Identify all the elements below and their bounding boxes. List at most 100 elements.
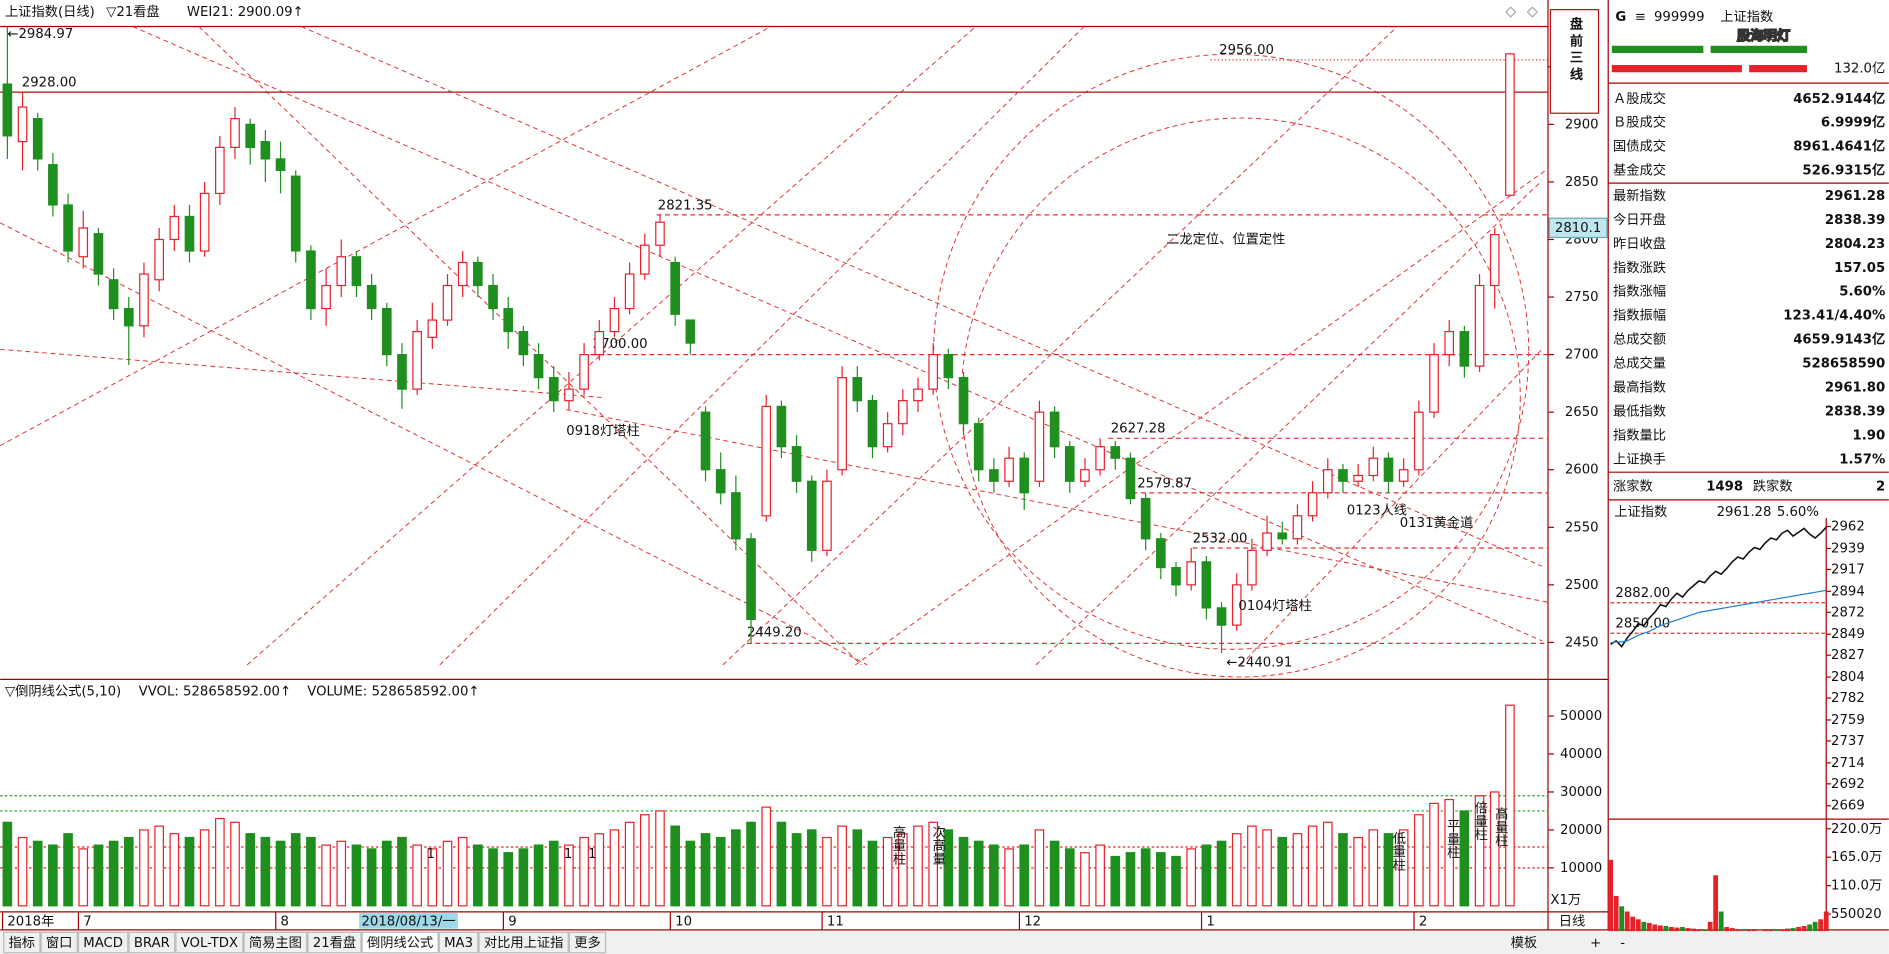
row-value: 526.9315亿 [1802, 162, 1885, 179]
tab-background [40, 931, 78, 954]
row-label: 指数涨幅 [1613, 284, 1666, 300]
tab-label: 更多 [574, 934, 601, 951]
candle-body [306, 250, 316, 310]
volume-bar [1140, 848, 1151, 907]
candle-body [1262, 532, 1272, 551]
candle-body [503, 307, 514, 333]
level-label: 2532.00 [1193, 531, 1248, 546]
annotation: 0131黄金道 [1400, 515, 1473, 531]
volume-bar [1171, 855, 1181, 907]
tab[interactable]: 21看盘 [307, 931, 362, 954]
annotation: 0123人线 [1347, 503, 1407, 519]
candle-body [1231, 584, 1242, 626]
unit-label: X1万 [1550, 893, 1581, 908]
menu-icon[interactable]: ≡ [1635, 10, 1646, 25]
volume-bar [108, 840, 119, 907]
tab[interactable]: 简易主图 [243, 931, 308, 954]
tab[interactable]: 窗口 [40, 931, 78, 954]
row-label: 最高指数 [1613, 379, 1666, 396]
candle-body [230, 117, 240, 148]
level-label: 2850.00 [1615, 617, 1670, 632]
level-label: 2627.28 [1111, 422, 1166, 437]
tab[interactable]: MA3 [438, 931, 479, 954]
tab[interactable]: MACD [77, 931, 129, 954]
tab[interactable]: 更多 [568, 931, 607, 954]
trend-line [198, 26, 862, 666]
candle-body [1064, 446, 1075, 482]
row-label: 指数振幅 [1613, 308, 1666, 324]
toolbar-button[interactable]: 日线 [1559, 913, 1586, 929]
candle-body [761, 405, 772, 517]
tab-label: 指标 [9, 935, 36, 951]
x-tick-label: 7 [83, 914, 91, 929]
volume-bar [93, 844, 104, 907]
row-label: Ａ股成交 [1613, 90, 1666, 107]
volume-bar [746, 821, 756, 907]
volume-bar [655, 810, 665, 907]
tab[interactable]: 倒阴线公式 [361, 931, 439, 954]
volume-bar [806, 829, 817, 907]
toolbar-button-label: 模板 [1511, 935, 1538, 951]
candle-body [1444, 330, 1455, 356]
y-tick-label: 2962 [1831, 520, 1865, 535]
trend-line [1240, 348, 1543, 666]
y-tick-label: 2750 [1565, 290, 1599, 305]
volume-bar [958, 836, 969, 907]
y-tick-label: 2650 [1565, 405, 1599, 420]
y-tick-label: 550020 [1831, 907, 1882, 922]
tab-label: 简易主图 [249, 934, 302, 951]
volume-bar [928, 821, 938, 907]
x-tick-label: 2018年 [7, 913, 54, 929]
volume-bar [381, 840, 392, 907]
volume-bar [973, 840, 984, 907]
toolbar-button[interactable]: 模板 [1511, 935, 1538, 951]
tab[interactable]: 对比用上证指 [478, 931, 569, 954]
level-label: 2579.87 [1137, 476, 1192, 491]
row-label: Ｂ股成交 [1613, 114, 1666, 131]
annotation: 二龙定位、位置定性 [1166, 232, 1285, 248]
indicator-label: ▽21看盘 [106, 3, 160, 20]
volume-bar [837, 825, 847, 907]
volume-bar [32, 840, 43, 907]
level-label: 2449.20 [747, 625, 802, 640]
mini-volume-bar [1630, 916, 1636, 943]
toolbar-button[interactable]: - [1620, 936, 1625, 951]
candle-body [1247, 549, 1257, 586]
row-label: 指数涨跌 [1613, 260, 1666, 276]
toolbar-button[interactable]: + [1590, 936, 1601, 951]
row-value: 528658590 [1802, 357, 1885, 372]
volume-bar [1398, 829, 1409, 907]
tab-background [361, 931, 439, 954]
candle-body [93, 233, 104, 275]
x-tick-label: 1 [1206, 914, 1214, 929]
volume-bar [1322, 821, 1333, 907]
volume-note: 1 [564, 847, 572, 862]
row-value: 2838.39 [1825, 405, 1885, 420]
row-value: 2804.23 [1825, 237, 1885, 252]
tab[interactable]: BRAR [128, 931, 176, 954]
candle-body [624, 273, 635, 310]
y-tick-label: 2939 [1831, 541, 1865, 556]
volume-bar [1429, 802, 1439, 907]
level-label: 2928.00 [22, 75, 77, 90]
mini-volume-bar [1635, 919, 1641, 943]
mini-volume-bar [1624, 911, 1630, 943]
tab[interactable]: 指标 [3, 931, 41, 954]
candle-body [1171, 566, 1181, 586]
y-tick-label: 2669 [1831, 799, 1865, 814]
trend-line [301, 26, 1543, 567]
row-value: 1.57% [1839, 453, 1885, 468]
candle-body [457, 261, 468, 287]
tab-label: 21看盘 [313, 934, 356, 951]
volume-bar [1186, 848, 1197, 907]
row-value: 2961.80 [1825, 381, 1885, 396]
volume-bar [1262, 829, 1272, 907]
tab[interactable]: VOL-TDX [175, 931, 244, 954]
x-tick-label: 11 [827, 914, 844, 929]
cursor-date-box [359, 913, 458, 929]
volume-bar [442, 840, 453, 907]
row-label: 基金成交 [1613, 162, 1666, 179]
row-label: 上证换手 [1613, 452, 1666, 468]
